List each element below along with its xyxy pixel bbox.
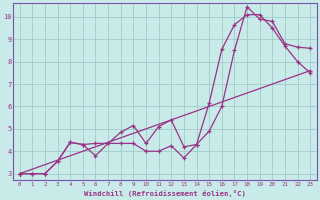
X-axis label: Windchill (Refroidissement éolien,°C): Windchill (Refroidissement éolien,°C): [84, 190, 246, 197]
